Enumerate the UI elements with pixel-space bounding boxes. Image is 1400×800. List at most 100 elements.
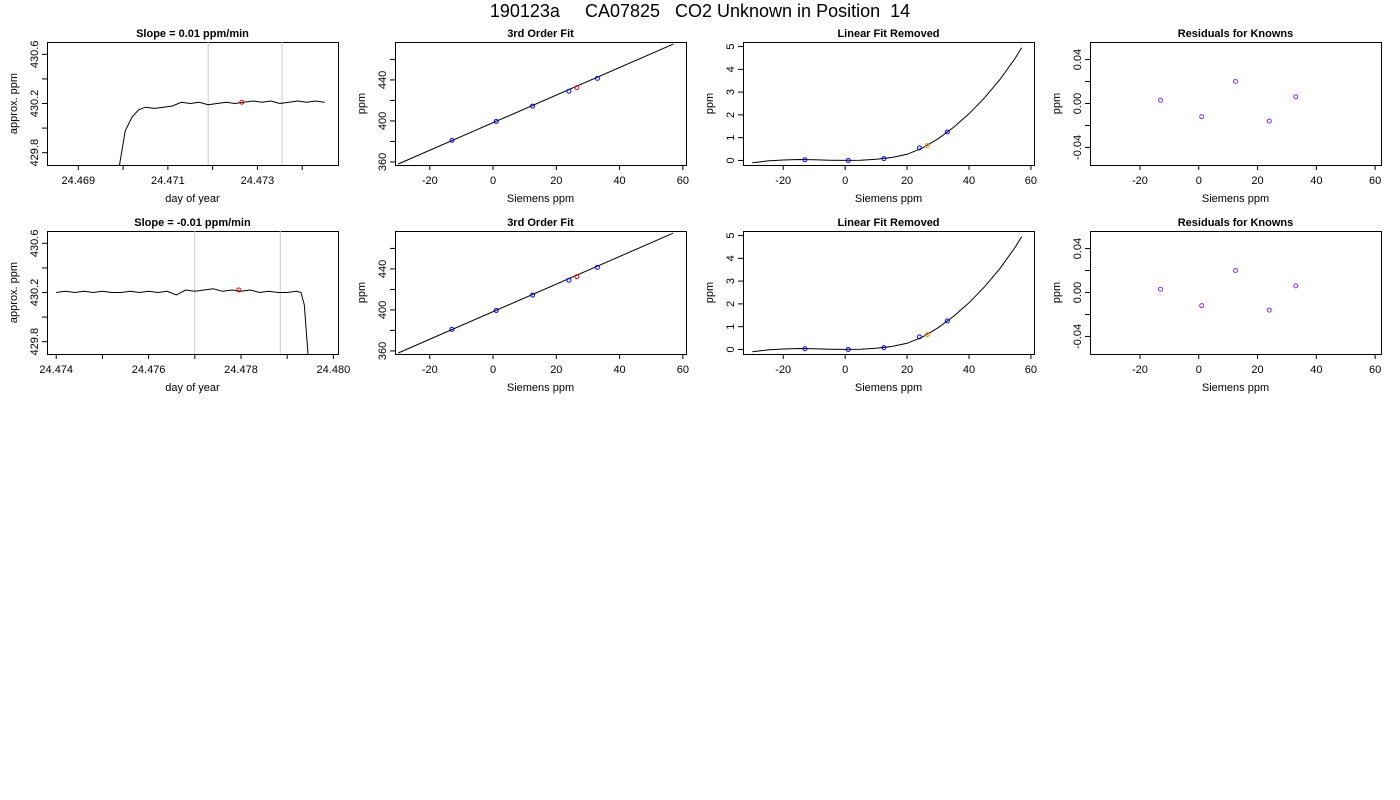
y-tick-label: 0.00 xyxy=(1072,282,1084,303)
known-standard-point xyxy=(449,137,455,143)
y-tick-label: 440 xyxy=(377,260,389,278)
known-standard-point xyxy=(566,277,572,283)
x-tick-label: 20 xyxy=(550,364,562,376)
panel-title: Linear Fit Removed xyxy=(837,28,939,40)
known-standard-point xyxy=(594,264,600,270)
y-tick-label: 429.8 xyxy=(29,328,41,356)
y-tick-label: 360 xyxy=(377,153,389,171)
x-tick-label: 0 xyxy=(490,364,496,376)
x-axis-label: day of year xyxy=(165,382,220,394)
x-axis-label: Siemens ppm xyxy=(1202,193,1269,205)
average-marker-point xyxy=(236,287,242,293)
plot-frame xyxy=(743,42,1035,166)
x-tick-label: 60 xyxy=(677,175,689,187)
x-tick-label: 24.469 xyxy=(62,175,96,187)
y-tick-label: 0.04 xyxy=(1072,49,1084,70)
y-axis-label: approx. ppm xyxy=(8,262,20,323)
x-tick-label: 24.473 xyxy=(241,175,275,187)
y-axis-label: approx. ppm xyxy=(8,73,20,134)
y-tick-label: 429.8 xyxy=(29,139,41,167)
known-standard-point xyxy=(449,326,455,332)
fit-curve xyxy=(398,232,674,354)
known-standard-point xyxy=(881,345,887,351)
x-tick-label: -20 xyxy=(775,364,791,376)
data-area xyxy=(398,232,674,354)
x-tick-label: 20 xyxy=(901,175,913,187)
plot-frame xyxy=(395,42,687,166)
residual-point xyxy=(1266,118,1272,124)
residual-point xyxy=(1233,79,1238,85)
x-tick-label: 20 xyxy=(550,175,562,187)
known-standard-point xyxy=(916,145,922,151)
x-tick-label: 40 xyxy=(1310,175,1322,187)
known-standard-point xyxy=(493,307,499,313)
plot-frame xyxy=(1090,231,1382,355)
unknown-sample-point xyxy=(924,143,930,149)
y-tick-label: 0.04 xyxy=(1072,238,1084,259)
x-tick-label: 24.478 xyxy=(224,364,258,376)
panel-title: 3rd Order Fit xyxy=(507,217,574,229)
x-tick-label: -20 xyxy=(775,175,791,187)
panel-title: Residuals for Knowns xyxy=(1178,217,1294,229)
x-axis-label: Siemens ppm xyxy=(855,382,922,394)
panel-title: Slope = -0.01 ppm/min xyxy=(134,217,251,229)
x-axis-label: day of year xyxy=(165,193,220,205)
x-tick-label: 60 xyxy=(1025,364,1037,376)
x-tick-label: 60 xyxy=(677,364,689,376)
known-standard-point xyxy=(845,157,851,163)
x-tick-label: 40 xyxy=(613,364,625,376)
panel-title: Residuals for Knowns xyxy=(1178,28,1294,40)
panel-r2c3: Linear Fit Removed -20 0 20 40 60 0 1 2 3 4 5 Siemen… xyxy=(704,217,1037,394)
known-standard-point xyxy=(881,156,887,162)
data-area xyxy=(752,47,1023,164)
panel-title: Slope = 0.01 ppm/min xyxy=(136,28,249,40)
plot-frame xyxy=(47,231,339,355)
panel-r2c1: Slope = -0.01 ppm/min 24.474 24.476 24.478 2… xyxy=(8,217,350,394)
x-tick-label: -20 xyxy=(1132,175,1148,187)
panel-r1c3: Linear Fit Removed -20 0 20 40 60 0 1 2 3 4 5 Siemen… xyxy=(704,28,1037,205)
x-tick-label: -20 xyxy=(1132,364,1148,376)
y-tick-label: 0 xyxy=(725,157,737,163)
y-tick-label: 1 xyxy=(725,135,737,141)
y-tick-label: 0.00 xyxy=(1072,93,1084,114)
x-tick-label: 24.471 xyxy=(151,175,185,187)
data-area xyxy=(1158,268,1299,313)
y-axis-label: ppm xyxy=(1051,282,1063,303)
y-axis-label: ppm xyxy=(704,282,716,303)
y-tick-label: 360 xyxy=(377,342,389,360)
x-tick-label: 0 xyxy=(842,175,848,187)
y-tick-label: 400 xyxy=(377,112,389,130)
x-axis-label: Siemens ppm xyxy=(507,193,574,205)
x-tick-label: -20 xyxy=(422,364,438,376)
panel-title: Linear Fit Removed xyxy=(837,217,939,229)
residual-point xyxy=(1266,307,1272,313)
y-tick-label: 1 xyxy=(725,324,737,330)
known-standard-point xyxy=(594,75,600,81)
x-tick-label: 40 xyxy=(1310,364,1322,376)
fit-curve xyxy=(398,43,674,165)
x-tick-label: -20 xyxy=(422,175,438,187)
y-tick-label: 4 xyxy=(725,255,737,261)
known-standard-point xyxy=(802,346,808,352)
x-tick-label: 20 xyxy=(1251,175,1263,187)
residual-point xyxy=(1199,114,1205,120)
y-tick-label: 4 xyxy=(725,66,737,72)
panel-r1c1: Slope = 0.01 ppm/min 24.469 24.471 24.473 42… xyxy=(8,28,339,205)
panel-r2c4: Residuals for Knowns -20 0 20 40 60 -0.04 0.00 0… xyxy=(1051,217,1382,394)
x-axis-label: Siemens ppm xyxy=(507,382,574,394)
page-title: 190123a CA07825 CO2 Unknown in Position … xyxy=(489,1,911,21)
known-standard-point xyxy=(916,334,922,340)
y-tick-label: 2 xyxy=(725,112,737,118)
data-area xyxy=(119,42,325,165)
y-tick-label: 430.6 xyxy=(29,41,41,69)
residual-point xyxy=(1293,94,1299,100)
plot-frame xyxy=(1090,42,1382,166)
unknown-sample-point xyxy=(574,274,580,280)
x-tick-label: 24.476 xyxy=(132,364,166,376)
plot-frame xyxy=(743,231,1035,355)
y-tick-label: 430.2 xyxy=(29,90,41,118)
y-tick-label: 5 xyxy=(725,232,737,238)
x-tick-label: 0 xyxy=(842,364,848,376)
residual-point xyxy=(1233,268,1238,274)
